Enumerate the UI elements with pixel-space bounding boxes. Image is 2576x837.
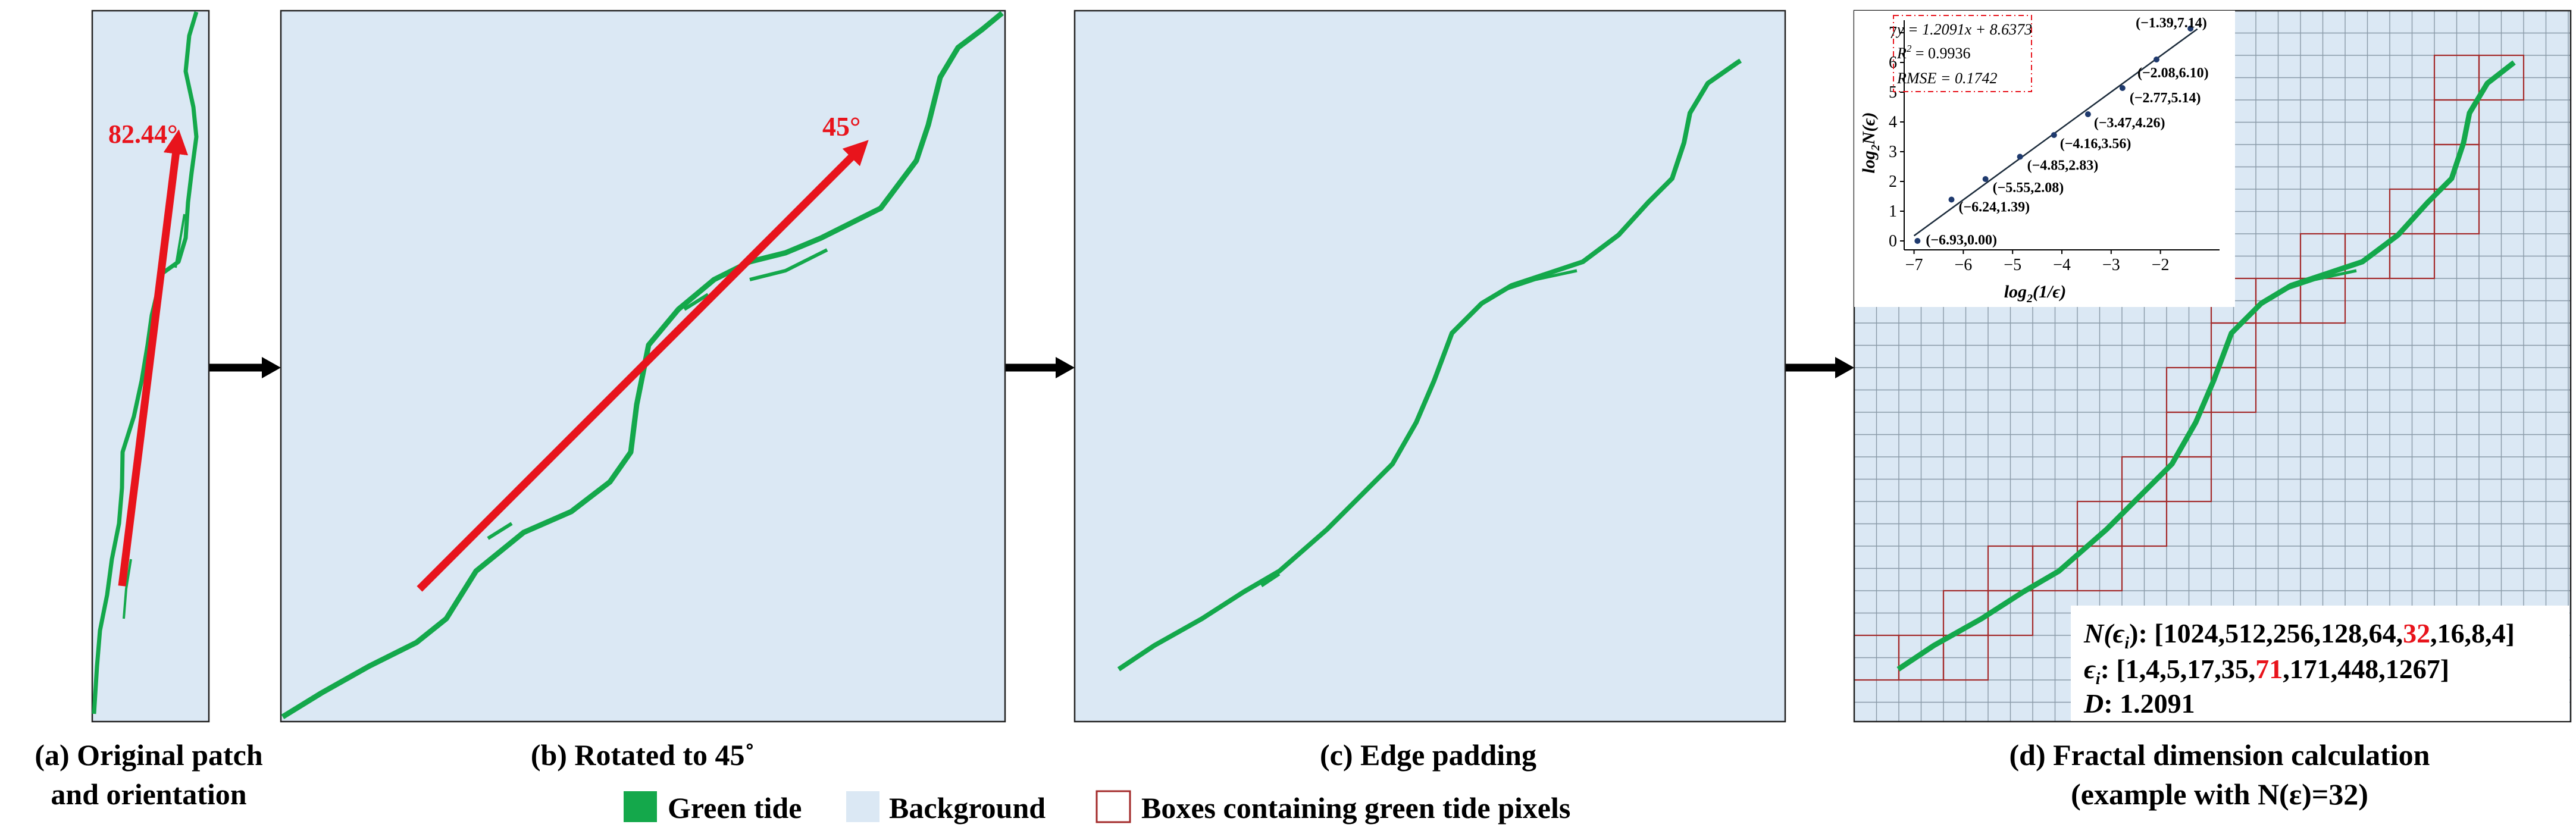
chart-y-label: log2N(ϵ) (1859, 112, 1882, 174)
chart-point-label: (−1.39,7.14) (2136, 15, 2207, 31)
panel-a-green-tide (92, 11, 199, 714)
caption-a-line1: (a) Original patch (35, 738, 263, 772)
panel-b-orientation-arrow (417, 140, 869, 592)
d-line: D: 1.2091 (2083, 688, 2195, 719)
chart-point (2017, 153, 2023, 160)
legend-label-boxes: Boxes containing green tide pixels (1141, 791, 1570, 825)
chart-r2: R2 = 0.9936 (1896, 43, 1971, 62)
arrow-c-to-d-head (1835, 357, 1854, 378)
arrow-a-to-b-head (262, 357, 281, 378)
chart-y-tick-label: 2 (1889, 173, 1897, 191)
caption-c-line1: (c) Edge padding (1320, 738, 1536, 772)
panel-d: −7 −6 −5 −4 −3 −2 0 1 2 3 4 5 6 7 (−6.93,0.00) (−6.24,… (1853, 10, 2572, 723)
legend-label-green-tide: Green tide (668, 791, 802, 825)
chart-point-label: (−6.93,0.00) (1926, 233, 1997, 248)
panel-d-green-tide-fragment (2278, 269, 2357, 293)
chart-y-tick-label: 3 (1889, 143, 1897, 161)
legend-label-background: Background (889, 791, 1046, 825)
chart-x-tick-label: −5 (2004, 256, 2021, 274)
chart-point-label: (−4.16,3.56) (2060, 136, 2131, 152)
chart-y-tick-label: 5 (1889, 83, 1897, 102)
chart-annotation-box (1893, 15, 2032, 92)
chart-y-tick-label: 7 (1889, 24, 1897, 42)
caption-b-line1: (b) Rotated to 45˚ (530, 738, 755, 772)
panel-d-result-box (2071, 606, 2569, 721)
panel-a-green-tide-fragment (123, 214, 186, 619)
caption-b: (b) Rotated to 45˚ (476, 735, 809, 775)
panel-a: 82.44° (91, 10, 210, 723)
chart-point (2084, 111, 2091, 117)
panel-c (1073, 10, 1786, 723)
chart-axes: −7 −6 −5 −4 −3 −2 0 1 2 3 4 5 6 7 (1889, 20, 2220, 274)
chart-point-label: (−6.24,1.39) (1959, 200, 2030, 215)
chart-fit-line (1913, 28, 2198, 237)
legend-swatch-background (846, 791, 879, 822)
panel-b-angle-label: 45° (822, 111, 860, 142)
chart-background (1854, 11, 2235, 307)
chart-point-label: (−3.47,4.26) (2094, 115, 2165, 131)
chart-points (1914, 26, 2194, 244)
chart-x-tick-label: −2 (2152, 256, 2170, 274)
caption-d: (d) Fractal dimension calculation (examp… (1952, 735, 2487, 814)
chart-y-tick-label: 4 (1889, 113, 1897, 131)
legend-swatch-boxes (1095, 790, 1131, 823)
panel-a-angle-label: 82.44° (108, 120, 178, 149)
chart-equation: y = 1.2091x + 8.6373 (1895, 21, 2032, 38)
panel-c-green-tide-fragment (1260, 269, 1577, 588)
chart-point (1914, 238, 1921, 244)
chart-rmse: RMSE = 0.1742 (1896, 70, 1997, 87)
chart-x-label: log2(1/ϵ) (2004, 282, 2067, 305)
caption-d-line1: (d) Fractal dimension calculation (2009, 738, 2430, 772)
chart-point-label: (−4.85,2.83) (2027, 158, 2099, 174)
chart-point (2154, 57, 2159, 62)
caption-a-line2: and orientation (51, 778, 247, 811)
chart-point (2051, 132, 2057, 138)
chart-point (1948, 196, 1955, 203)
panel-c-background (1073, 10, 1786, 723)
panel-b-green-tide-fragment (487, 248, 828, 540)
chart-point-labels: (−6.93,0.00) (−6.24,1.39) (−5.55,2.08) (−4.… (1926, 15, 2208, 248)
chart-point-label: (−5.55,2.08) (1993, 180, 2064, 196)
chart-y-tick-label: 0 (1889, 232, 1897, 250)
chart-x-tick-label: −6 (1954, 256, 1972, 274)
flow-arrows (209, 357, 1854, 378)
caption-c: (c) Edge padding (1262, 735, 1595, 775)
legend-swatch-green-tide (624, 791, 657, 822)
fractal-regression-chart: −7 −6 −5 −4 −3 −2 0 1 2 3 4 5 6 7 (−6.93,0.00) (−6.24,… (1854, 11, 2235, 307)
n-eps-line: N(ϵi): [1024,512,256,128,64,32,16,8,4] (2083, 618, 2515, 653)
eps-line: ϵi: [1,4,5,17,35,71,171,448,1267] (2084, 654, 2449, 688)
chart-point-label: (−2.77,5.14) (2130, 90, 2201, 106)
chart-x-tick-label: −3 (2102, 256, 2120, 274)
chart-fit-line-segment (1913, 28, 2198, 237)
chart-y-tick-label: 6 (1889, 54, 1897, 72)
panel-b-green-tide (281, 11, 1004, 719)
arrow-b-to-c-head (1056, 357, 1075, 378)
caption-d-line2: (example with N(ε)=32) (2071, 778, 2368, 811)
chart-point (2119, 85, 2126, 91)
caption-a: (a) Original patch and orientation (0, 735, 298, 814)
chart-y-tick-label: 1 (1889, 202, 1897, 221)
chart-point (1982, 176, 1989, 182)
panel-b: 45° (280, 10, 1006, 723)
box-green-tide (2478, 54, 2525, 101)
chart-point (2187, 26, 2194, 32)
chart-x-tick-label: −7 (1905, 256, 1923, 274)
chart-x-tick-label: −4 (2053, 256, 2071, 274)
chart-point-label: (−2.08,6.10) (2137, 65, 2209, 81)
legend: Green tide Background Boxes containing g… (624, 790, 1570, 825)
panel-d-green-tide (1896, 60, 2516, 672)
panel-c-green-tide (1117, 58, 1742, 672)
panel-a-orientation-arrow (118, 129, 189, 587)
